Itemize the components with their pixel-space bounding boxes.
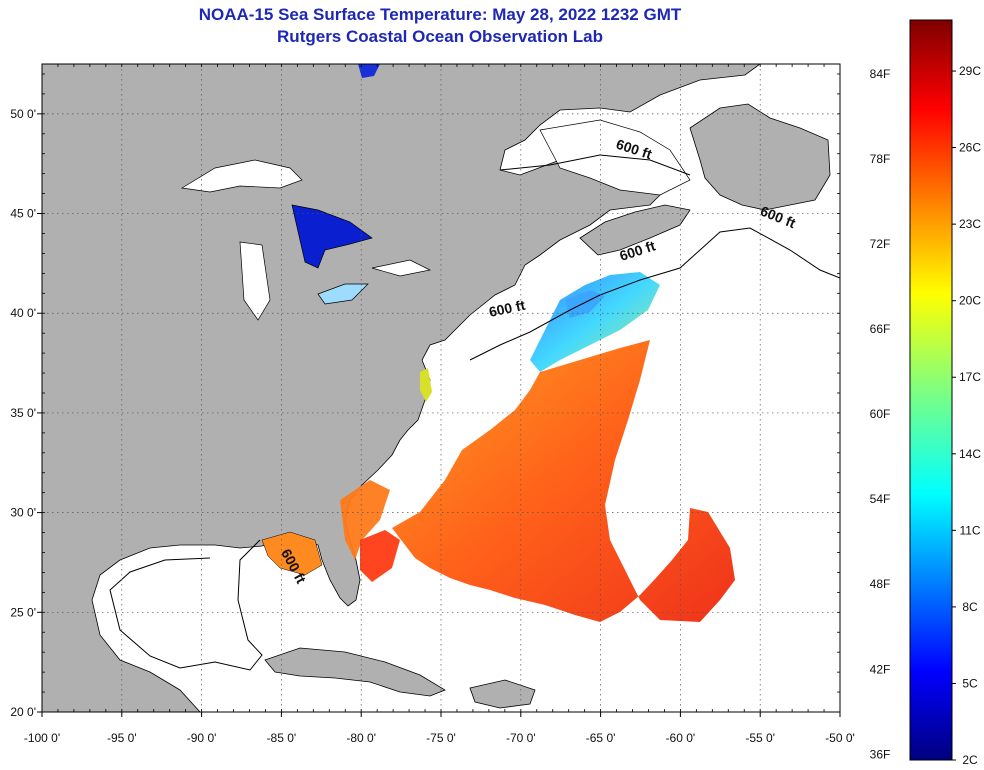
colorbar-fahrenheit-labels: 84F 78F 72F 66F 60F 54F 48F 42F 36F: [870, 67, 891, 761]
colorbar-c-label: 26C: [959, 141, 981, 155]
isobath-600ft-gulf: [109, 539, 263, 671]
colorbar-c-label: 29C: [959, 64, 981, 78]
contour-label-600ft: 600 ft: [487, 297, 526, 320]
land-cuba: [264, 647, 446, 697]
colorbar-f-label: 48F: [870, 577, 891, 591]
gulf-st-lawrence: [539, 119, 691, 196]
lat-tick-label: 20 0': [10, 705, 36, 719]
lat-tick-label: 50 0': [10, 107, 36, 121]
sst-gulf-stream: [340, 480, 390, 560]
colorbar-c-label: 23C: [959, 217, 981, 231]
longitude-ticks: -100 0' -95 0' -90 0' -85 0' -80 0' -75 0' -70…: [24, 64, 855, 745]
colorbar-f-label: 36F: [870, 747, 891, 761]
lat-tick-label: 35 0': [10, 406, 36, 420]
land-nova-scotia: [579, 204, 691, 256]
lon-tick-label: -95 0': [107, 731, 137, 745]
lon-tick-label: -50 0': [825, 731, 855, 745]
lon-tick-label: -65 0': [586, 731, 616, 745]
lon-tick-label: -100 0': [24, 731, 60, 745]
lon-tick-label: -85 0': [267, 731, 297, 745]
colorbar-f-label: 60F: [870, 407, 891, 421]
colorbar-c-label: 14C: [959, 447, 981, 461]
map-title: NOAA-15 Sea Surface Temperature: May 28,…: [0, 4, 880, 48]
lon-tick-label: -75 0': [426, 731, 456, 745]
land-hispaniola: [469, 679, 536, 709]
isobath-600ft: [469, 154, 840, 361]
title-line-2: Rutgers Coastal Ocean Observation Lab: [277, 27, 603, 46]
colorbar-gradient: [909, 19, 953, 761]
great-lakes: [180, 159, 432, 321]
colorbar-f-label: 78F: [870, 152, 891, 166]
colorbar-f-label: 66F: [870, 322, 891, 336]
colorbar-c-label: 20C: [959, 294, 981, 308]
sst-shelf-band: [530, 272, 660, 372]
sst-warm-swath: [392, 340, 735, 622]
colorbar-celsius-labels: 29C 26C 23C 20C 17C 14C 11C 8C 5C 2C: [952, 64, 981, 767]
lat-tick-label: 45 0': [10, 207, 36, 221]
land-newfoundland: [689, 103, 831, 211]
lat-tick-label: 40 0': [10, 306, 36, 320]
latitude-ticks: 50 0' 45 0' 40 0' 35 0' 30 0' 25 0' 20 0': [10, 73, 840, 719]
colorbar-f-label: 84F: [870, 67, 891, 81]
lon-tick-label: -60 0': [666, 731, 696, 745]
colorbar-c-label: 17C: [959, 370, 981, 384]
sst-florida-east: [360, 530, 400, 582]
lon-tick-label: -80 0': [346, 731, 376, 745]
colorbar-c-label: 11C: [959, 523, 980, 537]
lon-tick-label: -55 0': [745, 731, 775, 745]
lon-tick-label: -70 0': [506, 731, 536, 745]
colorbar-f-label: 42F: [870, 662, 891, 676]
colorbar-c-label: 5C: [962, 676, 978, 690]
sst-gulf-shelf: [261, 531, 323, 576]
chesapeake-sst: [420, 368, 432, 402]
colorbar-f-label: 72F: [870, 237, 891, 251]
lat-tick-label: 30 0': [10, 506, 36, 520]
sst-hudson: [358, 64, 380, 78]
title-line-1: NOAA-15 Sea Surface Temperature: May 28,…: [198, 5, 682, 24]
colorbar-f-label: 54F: [870, 492, 891, 506]
colorbar-c-label: 8C: [962, 600, 978, 614]
lat-tick-label: 25 0': [10, 605, 36, 619]
lat-lon-grid: [42, 64, 840, 712]
lon-tick-label: -90 0': [187, 731, 217, 745]
colorbar-c-label: 2C: [962, 753, 978, 767]
